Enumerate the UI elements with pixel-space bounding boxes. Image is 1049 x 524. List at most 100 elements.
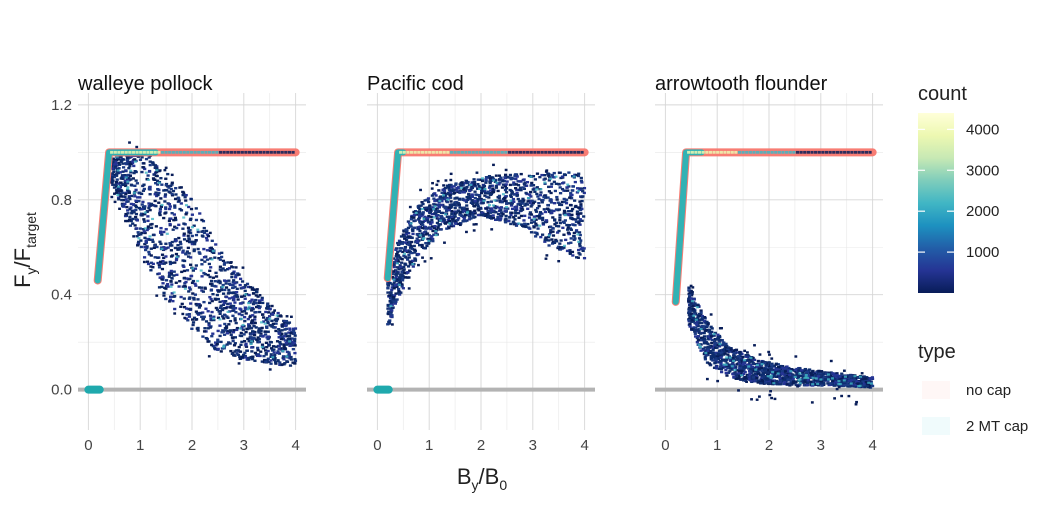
hexbin-cell xyxy=(185,239,190,243)
hexbin-cell xyxy=(143,242,147,246)
hexbin-cell xyxy=(211,332,215,335)
hexbin-cell xyxy=(196,298,200,301)
hexbin-outlier xyxy=(168,300,171,303)
hexbin-cell-dense xyxy=(147,178,151,181)
hexbin-cell xyxy=(193,240,197,244)
hexbin-cell xyxy=(142,187,146,191)
hexbin-cell xyxy=(204,229,209,233)
hexbin-cell xyxy=(750,374,754,378)
hexbin-cell xyxy=(168,260,172,264)
hexbin-cell xyxy=(498,218,502,221)
hexbin-cell xyxy=(864,381,868,384)
hexbin-cell xyxy=(209,297,213,301)
hexbin-outlier xyxy=(475,171,479,174)
hexbin-cell xyxy=(407,253,411,256)
hexbin-cell xyxy=(242,294,247,297)
hexbin-cell xyxy=(424,230,428,233)
hexbin-cell xyxy=(394,279,399,283)
hexbin-cell xyxy=(797,369,801,372)
hexbin-cell xyxy=(210,284,214,287)
hexbin-cell xyxy=(213,280,217,283)
hexbin-cell-dense xyxy=(447,222,451,225)
hexbin-cell xyxy=(571,254,575,257)
hexbin-cell xyxy=(207,262,211,266)
hexbin-cell xyxy=(234,310,238,314)
hexbin-cell xyxy=(815,379,820,383)
hexbin-cell xyxy=(506,175,510,179)
hexbin-cell xyxy=(764,365,769,368)
hexbin-cell-dense xyxy=(466,210,470,213)
hexbin-cell-dense xyxy=(439,219,443,222)
hexbin-cell xyxy=(820,384,824,387)
hexbin-cell xyxy=(734,365,738,369)
hexbin-cell xyxy=(737,368,741,371)
hexbin-cell xyxy=(862,375,867,379)
hexbin-cell-dense xyxy=(730,365,734,368)
hexbin-outlier xyxy=(431,181,434,185)
hexbin-cell xyxy=(767,364,771,367)
hexbin-cell xyxy=(228,310,232,313)
hexbin-cell xyxy=(488,176,492,180)
hexbin-cell xyxy=(197,302,201,306)
hexbin-cell xyxy=(267,344,271,347)
hexbin-cell xyxy=(164,279,169,282)
hexbin-cell xyxy=(691,307,695,311)
hexbin-cell-dense xyxy=(869,382,873,385)
hexbin-cell xyxy=(270,319,274,323)
hexbin-cell xyxy=(232,328,236,332)
hexbin-cell xyxy=(460,208,464,211)
hexbin-cell xyxy=(112,175,116,179)
hexbin-cell xyxy=(147,253,151,256)
hexbin-cell xyxy=(763,361,767,365)
hexbin-cell xyxy=(224,326,229,329)
hexbin-cell xyxy=(489,200,494,203)
line-density-cell xyxy=(748,150,752,154)
hexbin-cell xyxy=(249,321,254,325)
line-density-overlay xyxy=(399,150,584,154)
line-density-cell xyxy=(284,150,288,154)
hexbin-cell xyxy=(439,228,443,231)
hexbin-cell xyxy=(853,381,857,384)
hexbin-cell xyxy=(574,220,578,224)
hexbin-cell xyxy=(192,248,196,251)
hexbin-cell xyxy=(578,223,582,226)
hexbin-cell-dense xyxy=(434,230,438,233)
hexbin-cell xyxy=(579,248,583,251)
hexbin-cell xyxy=(260,343,265,346)
hexbin-cell xyxy=(227,267,232,270)
hexbin-cell xyxy=(494,218,498,222)
hexbin-cell-dense xyxy=(849,382,853,385)
hexbin-cell xyxy=(567,171,571,174)
hexbin-cell xyxy=(737,357,741,360)
hexbin-cell xyxy=(410,259,415,263)
hexbin-cell xyxy=(277,314,281,318)
line-density-cell xyxy=(752,150,756,154)
x-tick-label: 2 xyxy=(765,437,773,454)
hexbin-cell xyxy=(782,379,786,382)
line-density-cell xyxy=(824,150,829,154)
line-density-cell xyxy=(540,150,544,154)
hexbin-cell xyxy=(473,200,477,203)
hexbin-cell xyxy=(167,190,171,193)
hexbin-cell xyxy=(386,304,390,307)
hexbin-cell xyxy=(262,358,267,362)
hexbin-cell-dense xyxy=(172,291,176,294)
hexbin-cell xyxy=(173,216,177,220)
hexbin-cell xyxy=(282,343,286,346)
hexbin-cell xyxy=(279,337,283,341)
hexbin-cell xyxy=(292,342,296,345)
hexbin-cell xyxy=(221,329,225,332)
x-tick-label: 2 xyxy=(188,437,196,454)
hexbin-cell xyxy=(547,239,551,242)
hexbin-cell xyxy=(111,167,115,170)
hexbin-cell xyxy=(770,366,774,369)
hexbin-cell xyxy=(181,227,185,230)
hexbin-cell xyxy=(728,370,732,373)
hexbin-cell xyxy=(129,219,133,223)
line-density-cell xyxy=(291,150,295,154)
hexbin-cell xyxy=(255,290,259,294)
hexbin-cell xyxy=(709,351,713,355)
hexbin-cell xyxy=(745,373,749,377)
hexbin-cell xyxy=(219,340,223,344)
hexbin-cell xyxy=(766,382,771,385)
